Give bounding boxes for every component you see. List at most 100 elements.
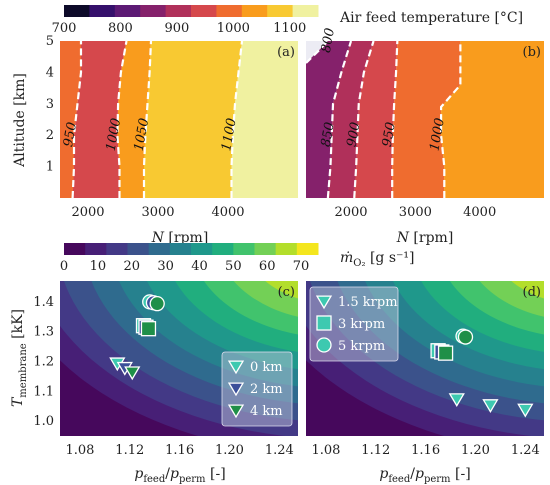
y-tick-label: 1.3	[33, 325, 54, 340]
colorbar-tick-label: 1100	[273, 21, 306, 36]
data-point	[124, 366, 141, 381]
x-tick-label: 4000	[463, 205, 496, 220]
oxygen-colorbar-label: ṁO₂ [g s⁻¹]	[340, 250, 414, 269]
contour-region	[72, 41, 127, 198]
contour-region	[231, 41, 298, 198]
y-tick-label: 1.1	[33, 384, 54, 399]
colorbar-step	[191, 243, 213, 255]
legend-marker	[316, 337, 332, 353]
data-point	[140, 321, 157, 337]
legend-marker	[316, 315, 332, 331]
contour-region	[441, 41, 544, 198]
panel-a-label: (a)	[277, 45, 295, 60]
contour-line	[353, 41, 375, 198]
contour-region	[117, 41, 151, 198]
x-axis-label-a: N [rpm]	[151, 230, 209, 246]
colorbar-tick-label: 900	[164, 21, 189, 36]
contour-line	[116, 41, 128, 198]
colorbar-step	[64, 243, 86, 255]
x-tick-label: 4000	[211, 205, 244, 220]
temperature-colorbar: 700 800 900 1000 1100 Air feed temperature […	[52, 5, 523, 36]
colorbar-step	[140, 5, 167, 17]
x-tick-label: 1.24	[511, 443, 540, 458]
contour-region	[354, 41, 398, 198]
x-axis-label-d: pfeed/pperm [-]	[379, 466, 470, 485]
legend-label: 2 km	[250, 382, 283, 397]
contour-label: 800	[319, 27, 338, 54]
y-tick-label: 3	[46, 97, 54, 112]
colorbar-tick-label: 40	[191, 259, 208, 274]
y-tick-label: 1.2	[33, 354, 54, 369]
legend-label: 5 krpm	[338, 339, 385, 354]
y-tick-label: 4	[46, 65, 54, 80]
data-point	[149, 296, 165, 312]
colorbar-tick-label: 700	[52, 21, 77, 36]
contour-label: 850	[319, 121, 338, 148]
legend-label: 1.5 krpm	[338, 295, 398, 310]
x-tick-label: 1.16	[411, 443, 440, 458]
colorbar-step	[241, 5, 268, 17]
colorbar-step	[64, 5, 90, 17]
data-point	[482, 399, 499, 413]
data-point	[437, 345, 454, 361]
x-tick-label: 1.08	[65, 443, 94, 458]
contour-label: 1000	[104, 117, 125, 152]
colorbar-step	[85, 243, 107, 255]
colorbar-tick-label: 0	[60, 259, 68, 274]
panel-d: (d) 1.5 krpm 3 krpm 5 krpm 1.08 1.12 1.16 1.2…	[306, 194, 550, 485]
colorbar-tick-label: 10	[90, 259, 107, 274]
colorbar-step	[267, 5, 294, 17]
oxygen-colorbar: 0 10 20 30 40 50 60 70 ṁO₂ [g s⁻¹]	[60, 243, 414, 274]
x-axis-label-b: N [rpm]	[396, 230, 454, 246]
panel-a: 950 1000 1050 1100 (a) 1 2 3 4 5 2000 3000 4000 A…	[12, 34, 298, 246]
data-point	[457, 329, 474, 345]
colorbar-step	[233, 243, 255, 255]
colorbar-step	[127, 243, 150, 255]
colorbar-tick-label: 800	[108, 21, 133, 36]
contour-label: 900	[344, 121, 363, 148]
colorbar-tick-label: 20	[123, 259, 140, 274]
data-point	[517, 403, 534, 418]
x-tick-label: 1.20	[461, 443, 490, 458]
colorbar-tick-label: 50	[225, 259, 242, 274]
contour-label: 950	[380, 121, 399, 148]
x-tick-label: 1.24	[265, 443, 294, 458]
contour-label: 950	[61, 121, 80, 148]
contour-line	[306, 41, 329, 64]
colorbar-tick-label: 60	[259, 259, 276, 274]
y-axis-label-temperature: Tmembrane [kK]	[10, 309, 29, 407]
x-tick-label: 3000	[141, 205, 174, 220]
contour-line	[142, 41, 153, 198]
contour-region	[327, 41, 374, 198]
legend-marker	[315, 295, 333, 310]
background-band	[517, 194, 550, 288]
x-tick-label: 1.20	[215, 443, 244, 458]
legend-marker	[227, 382, 245, 397]
x-axis-label-c: pfeed/pperm [-]	[134, 466, 225, 485]
temperature-colorbar-label: Air feed temperature [°C]	[339, 10, 523, 26]
panel-b: 800 850 900 950 1000 (b) 2000 3000 4000 N [rpm…	[306, 27, 544, 246]
colorbar-step	[114, 5, 141, 17]
colorbar-step	[254, 243, 277, 255]
legend-box	[309, 286, 399, 362]
colorbar-tick-label: 30	[157, 259, 174, 274]
contour-label: 1100	[219, 117, 240, 152]
y-tick-label: 1.4	[33, 295, 54, 310]
contour-line	[71, 41, 83, 198]
colorbar-step	[296, 243, 319, 255]
colorbar-step	[191, 5, 217, 17]
colorbar-step	[148, 243, 171, 255]
background-band	[265, 281, 298, 299]
panel-c-label: (c)	[278, 285, 295, 300]
contour-line	[326, 41, 353, 198]
y-tick-label: 1	[46, 160, 54, 175]
contour-label: 1050	[132, 117, 153, 152]
colorbar-step	[275, 243, 298, 255]
contour-line	[439, 41, 462, 198]
contour-line	[230, 41, 244, 198]
y-tick-label: 5	[46, 34, 54, 49]
colorbar-step	[165, 5, 192, 17]
data-point	[448, 393, 465, 408]
panel-d-label: (d)	[523, 285, 541, 300]
